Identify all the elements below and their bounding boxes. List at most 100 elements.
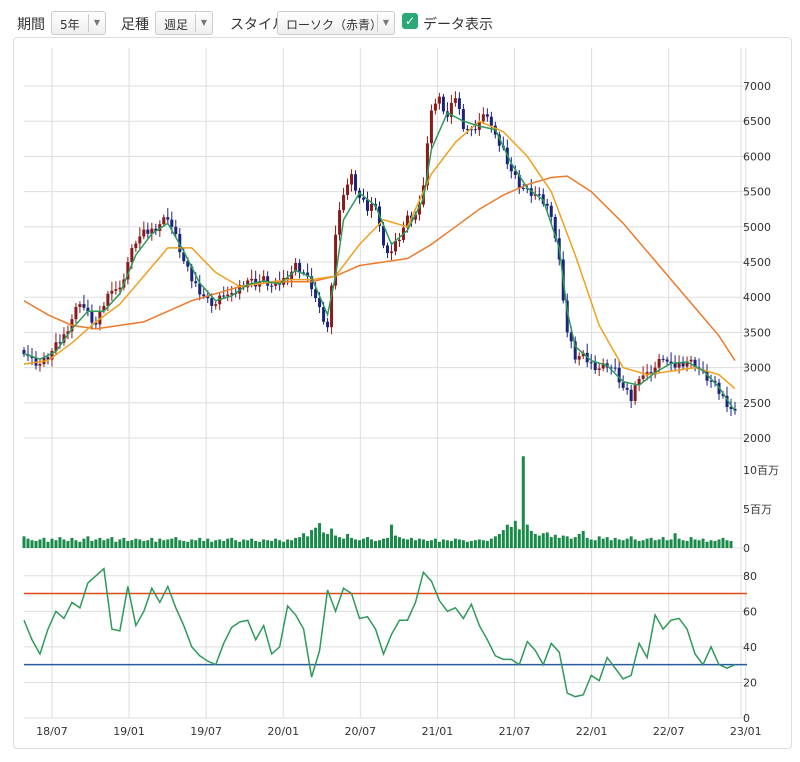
candle-down [310, 276, 314, 290]
volume-bar [114, 541, 118, 548]
candle-down [681, 362, 685, 367]
volume-bar [417, 538, 421, 548]
volume-bar [573, 537, 577, 548]
candle-down [94, 322, 98, 325]
volume-bar [461, 540, 465, 548]
volume-bar [306, 536, 310, 548]
volume-bar [557, 537, 561, 548]
candle-up [437, 96, 441, 104]
candle-up [114, 289, 118, 291]
candle-down [693, 359, 697, 368]
volume-bar [318, 523, 322, 548]
volume-bar [30, 540, 34, 548]
candle-down [58, 342, 62, 344]
candle-down [22, 350, 26, 355]
volume-bar [78, 541, 82, 548]
candle-up [230, 292, 234, 295]
candle-up [346, 184, 350, 195]
volume-bar [425, 541, 429, 548]
volume-bar [366, 537, 370, 548]
volume-bar [641, 540, 645, 548]
style-select[interactable]: ローソク（赤青） ▼ [277, 11, 395, 35]
candle-down [713, 380, 717, 383]
candle-up [118, 287, 122, 290]
volume-bar [46, 541, 50, 548]
volume-bar [649, 537, 653, 548]
volume-bar [597, 536, 601, 548]
candle-down [90, 311, 94, 323]
volume-bar [689, 537, 693, 548]
volume-bar [358, 540, 362, 548]
candle-up [641, 375, 645, 379]
volume-bar [625, 538, 629, 548]
candle-down [661, 358, 665, 360]
period-value: 5年 [60, 18, 80, 32]
candle-up [453, 98, 457, 103]
candle-down [609, 367, 613, 369]
style-label: スタイル [230, 17, 286, 33]
candle-down [669, 361, 673, 364]
candle-down [314, 289, 318, 299]
volume-bar [354, 539, 358, 548]
volume-bar [729, 541, 733, 548]
volume-bar [645, 538, 649, 548]
volume-bar [445, 540, 449, 548]
volume-bar [210, 541, 214, 548]
volume-bar [102, 540, 106, 548]
candle-down [46, 357, 50, 360]
candle-down [194, 281, 198, 284]
volume-bar [721, 537, 725, 548]
candle-down [202, 294, 206, 297]
bar-type-select[interactable]: 週足 ▼ [155, 11, 213, 35]
volume-bar [429, 540, 433, 548]
volume-bar [330, 528, 334, 548]
x-tick-label: 22/07 [653, 725, 685, 738]
volume-bar [713, 541, 717, 548]
volume-bar [342, 538, 346, 548]
candle-up [74, 306, 78, 320]
rsi-tick-label: 20 [743, 676, 757, 689]
x-tick-label: 19/01 [113, 725, 145, 738]
volume-bar [54, 540, 58, 548]
volume-bar [441, 539, 445, 548]
candle-down [621, 382, 625, 388]
volume-bar [158, 538, 162, 548]
candle-down [473, 129, 477, 131]
candle-up [533, 194, 537, 196]
bar-type-label: 足種 [121, 17, 149, 33]
volume-bar [182, 541, 186, 548]
volume-bar [310, 530, 314, 548]
candle-down [521, 187, 525, 189]
candle-down [545, 203, 549, 206]
volume-bar [617, 539, 621, 548]
candle-down [613, 367, 617, 369]
rsi-line [23, 567, 736, 698]
volume-bar [565, 536, 569, 548]
candle-down [721, 393, 725, 396]
candle-down [569, 332, 573, 342]
volume-bar [453, 538, 457, 548]
volume-bar [118, 539, 122, 548]
volume-bar [94, 539, 98, 548]
candle-down [362, 197, 366, 200]
volume-bar [362, 538, 366, 548]
volume-bar [505, 524, 509, 548]
candle-up [413, 214, 417, 220]
candle-down [186, 261, 190, 267]
moving-average-mid [23, 120, 736, 390]
volume-bar [481, 540, 485, 548]
candle-up [597, 368, 601, 371]
period-select[interactable]: 5年 ▼ [51, 11, 106, 35]
data-display-checkbox[interactable]: ✓ [402, 13, 418, 29]
volume-bar [621, 540, 625, 548]
volume-bar [66, 541, 70, 548]
volume-bar [206, 538, 210, 548]
volume-bar [62, 539, 66, 548]
volume-bar [26, 538, 30, 548]
price-tick-label: 4500 [743, 256, 771, 269]
candle-up [338, 210, 342, 235]
volume-bar [521, 456, 525, 548]
volume-bar [541, 533, 545, 548]
volume-bar [533, 534, 537, 548]
volume-bar [70, 537, 74, 548]
